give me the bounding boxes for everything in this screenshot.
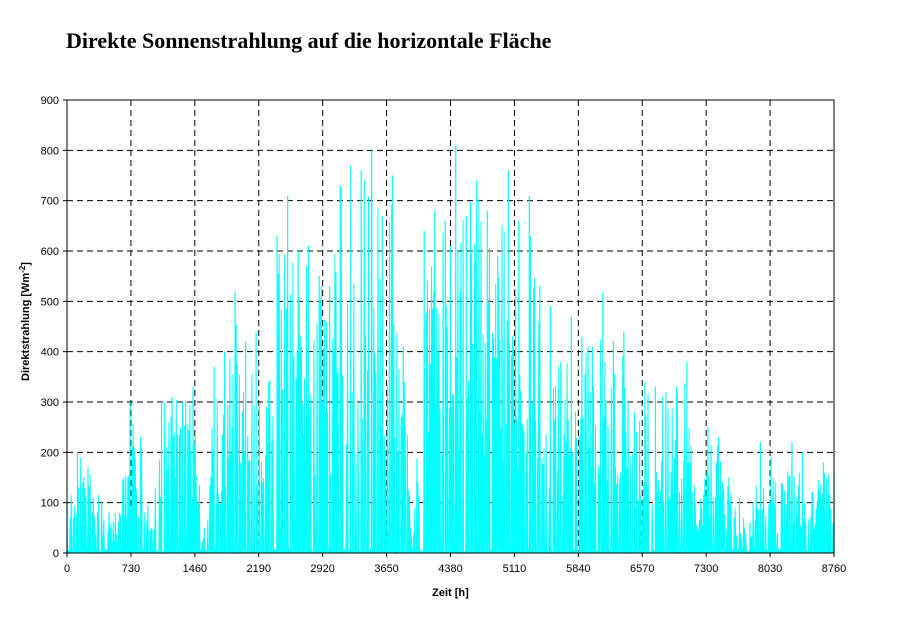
x-tick-label: 1460 <box>183 563 207 575</box>
x-tick-label: 2190 <box>247 563 271 575</box>
x-tick-label: 730 <box>122 563 140 575</box>
y-tick-label: 200 <box>41 447 59 459</box>
y-axis-label-end: ] <box>20 262 32 266</box>
chart-title: Direkte Sonnenstrahlung auf die horizont… <box>66 28 552 53</box>
y-tick-label: 500 <box>41 296 59 308</box>
y-tick-labels: 0 100 200 300 400 500 600 700 800 900 <box>41 95 67 560</box>
y-tick-label: 900 <box>41 95 59 107</box>
x-tick-label: 6570 <box>630 563 654 575</box>
y-axis-label: Direktstrahlung [Wm-2] <box>18 262 33 381</box>
x-axis-label: Zeit [h] <box>432 587 469 599</box>
x-tick-label: 3650 <box>374 563 398 575</box>
y-tick-label: 0 <box>53 548 59 560</box>
y-tick-label: 100 <box>41 498 59 510</box>
x-tick-label: 8030 <box>758 563 782 575</box>
series-line <box>66 179 835 555</box>
y-tick-label: 400 <box>41 347 59 359</box>
y-tick-label: 800 <box>41 145 59 157</box>
y-tick-label: 300 <box>41 397 59 409</box>
x-tick-label: 2920 <box>310 563 334 575</box>
x-tick-label: 7300 <box>694 563 718 575</box>
x-tick-label: 4380 <box>438 563 462 575</box>
x-tick-label: 0 <box>64 563 70 575</box>
y-axis-label-main: Direktstrahlung [Wm <box>20 273 32 381</box>
x-tick-labels: 0 730 1460 2190 2920 3650 4380 5110 5840 6570 7300… <box>64 553 846 575</box>
x-tick-label: 8760 <box>822 563 846 575</box>
x-tick-label: 5110 <box>503 563 527 575</box>
y-axis-label-superscript: -2 <box>18 265 27 273</box>
y-tick-label: 700 <box>41 196 59 208</box>
series-direktstrahlung <box>66 145 835 555</box>
y-tick-label: 600 <box>41 246 59 258</box>
x-tick-label: 5840 <box>566 563 590 575</box>
